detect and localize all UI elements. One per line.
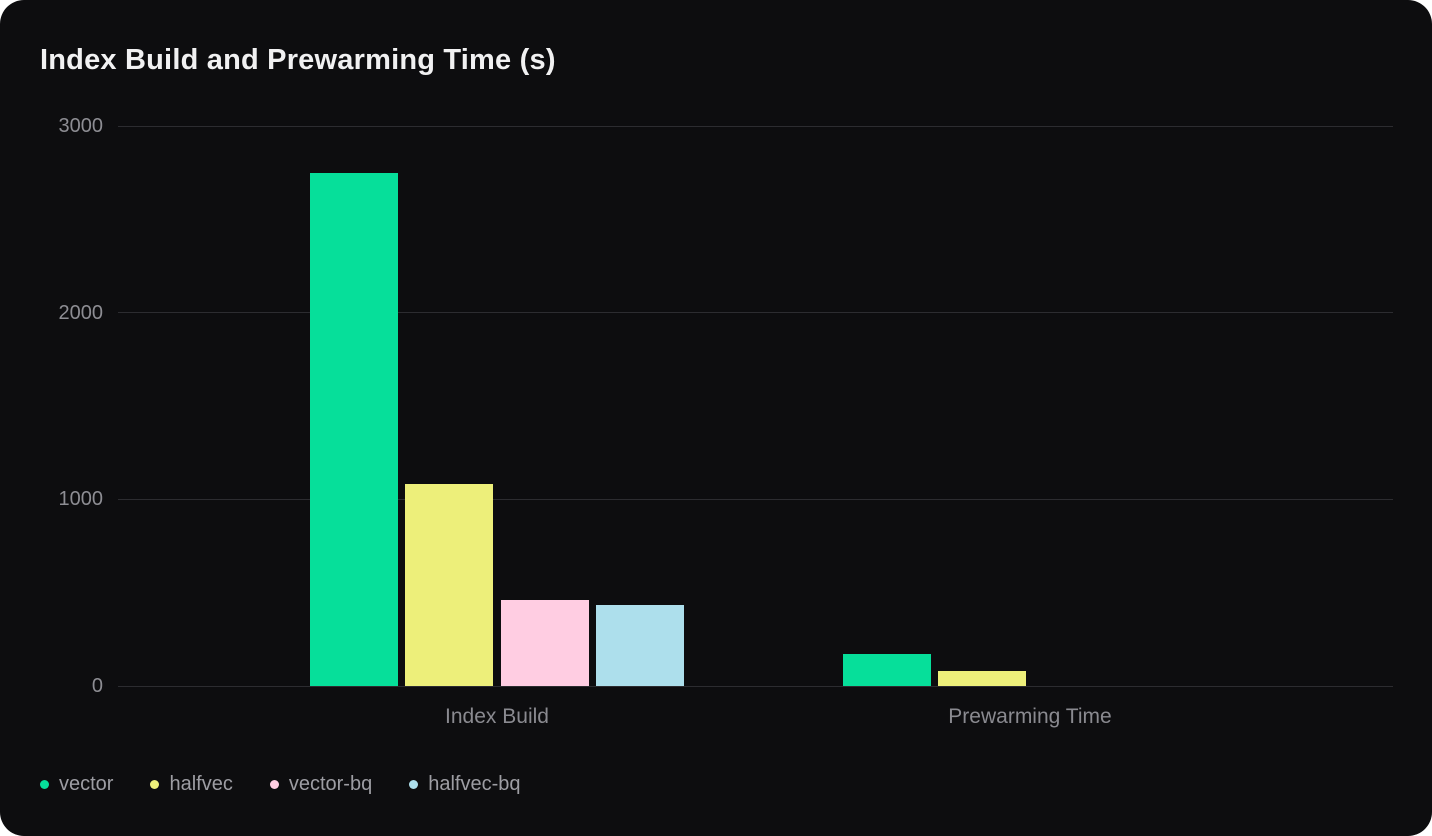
legend-label-halfvec: halfvec — [169, 772, 233, 795]
gridline-0 — [118, 685, 1393, 687]
gridline-1000 — [118, 498, 1393, 500]
y-tick-label-0: 0 — [91, 675, 103, 697]
legend-item-halfvec-bq: halfvec-bq — [409, 772, 521, 796]
legend-dot-vector-bq — [269, 779, 279, 789]
y-tick-label-3000: 3000 — [58, 115, 104, 137]
gridline-3000 — [118, 125, 1393, 127]
legend-dot-halfvec-bq — [409, 779, 419, 789]
legend-item-vector: vector — [40, 773, 113, 796]
legend-dot-halfvec — [150, 779, 160, 789]
bar-halfvec-index-build — [405, 484, 494, 686]
legend: vector halfvec vector-bq halfvec-bq — [40, 770, 521, 798]
legend-item-halfvec: halfvec — [150, 772, 233, 796]
legend-label-vector-bq: vector-bq — [288, 772, 373, 795]
y-tick-label-2000: 2000 — [58, 301, 104, 324]
bar-halfvec-prewarming-time — [938, 671, 1027, 686]
bar-vector-index-build — [309, 172, 398, 686]
chart-title: Index Build and Prewarming Time (s) — [40, 44, 556, 76]
y-tick-label-1000: 1000 — [58, 488, 104, 511]
gridline-2000 — [118, 312, 1393, 314]
x-category-label-prewarming-time: Prewarming Time — [948, 705, 1112, 728]
bar-vector-prewarming-time — [842, 654, 931, 686]
bar-vector-bq-index-build — [500, 600, 589, 686]
legend-dot-vector — [40, 779, 49, 789]
legend-item-vector-bq: vector-bq — [269, 772, 373, 796]
legend-label-halfvec-bq: halfvec-bq — [428, 772, 521, 795]
legend-label-vector: vector — [59, 772, 114, 795]
bar-halfvec-bq-index-build — [596, 604, 685, 686]
x-category-label-index-build: Index Build — [445, 705, 549, 728]
